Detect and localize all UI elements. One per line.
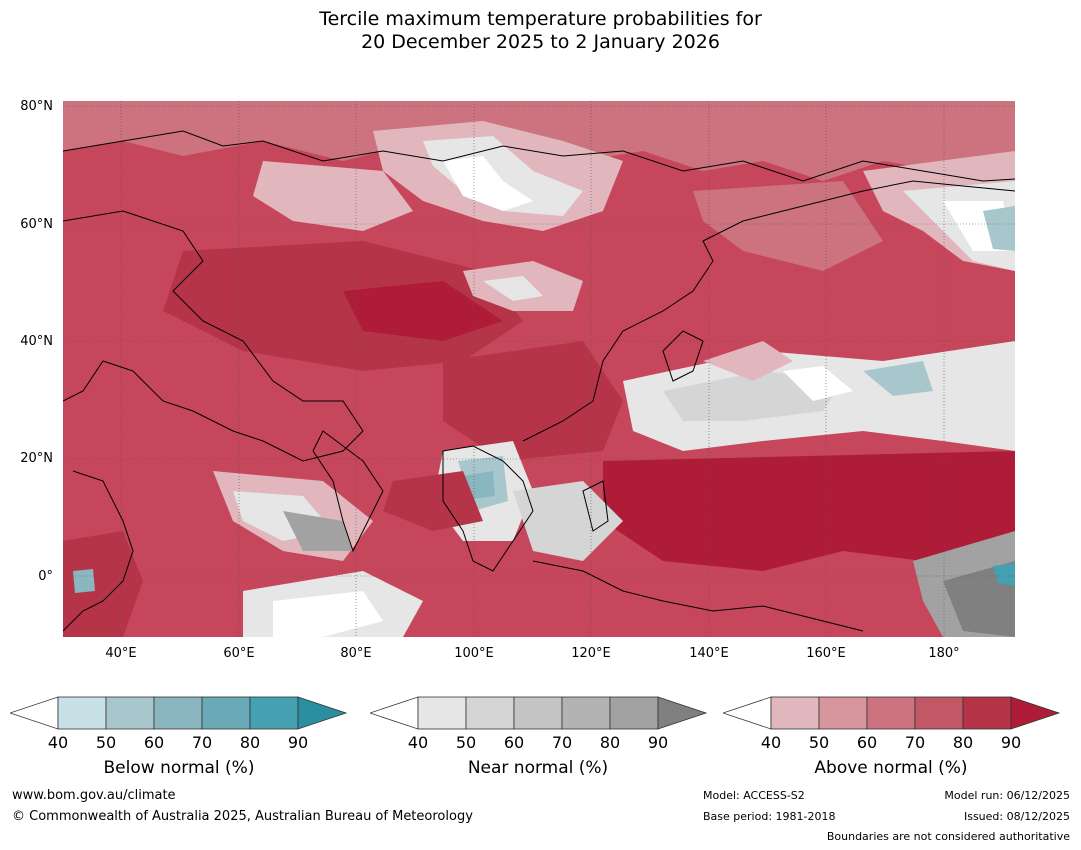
title-line-1: Tercile maximum temperature probabilitie… xyxy=(319,8,762,30)
cbar-below-tick: 90 xyxy=(287,733,309,752)
coastline-indochina xyxy=(442,445,534,572)
cbar-near-tick: 80 xyxy=(599,733,621,752)
region-africa-below xyxy=(73,569,95,593)
region-central-asia-core xyxy=(343,281,503,341)
cbar-above-seg-3 xyxy=(866,696,916,730)
cbar-above-seg-4 xyxy=(914,696,964,730)
cbar-below-seg-4 xyxy=(201,696,251,730)
colorbar-above-normal xyxy=(723,696,1061,730)
cbar-above-tick: 90 xyxy=(1000,733,1022,752)
cbar-near-tick: 50 xyxy=(455,733,477,752)
lon-label-160e: 160°E xyxy=(806,646,846,661)
cbar-above-title: Above normal (%) xyxy=(814,758,968,778)
cbar-above-tick: 70 xyxy=(904,733,926,752)
coastline-arctic xyxy=(63,130,1015,182)
region-south-china-sea xyxy=(513,481,623,561)
cbar-near-tick: 40 xyxy=(407,733,429,752)
cbar-below-seg-5 xyxy=(249,696,299,730)
copyright-text: © Commonwealth of Australia 2025, Austra… xyxy=(12,809,473,824)
colorbar-below-normal xyxy=(10,696,348,730)
cbar-below-tick: 40 xyxy=(47,733,69,752)
region-pacific-white xyxy=(783,366,853,401)
lon-label-100e: 100°E xyxy=(454,646,494,661)
cbar-below-tick: 60 xyxy=(143,733,165,752)
cbar-above-seg-6 xyxy=(1010,696,1061,730)
graticule xyxy=(63,101,1015,637)
coastline-west-asia xyxy=(63,210,364,462)
chart-title: Tercile maximum temperature probabilitie… xyxy=(0,8,1081,54)
cbar-near-seg-3 xyxy=(513,696,563,730)
model-run-text: Model run: 06/12/2025 xyxy=(944,789,1070,802)
cbar-near-seg-0 xyxy=(370,696,419,730)
cbar-near-seg-2 xyxy=(465,696,515,730)
lon-label-60e: 60°E xyxy=(223,646,255,661)
cbar-below-seg-3 xyxy=(153,696,203,730)
cbar-below-seg-6 xyxy=(297,696,348,730)
region-below-normal-ne xyxy=(983,206,1015,251)
cbar-below-tick: 70 xyxy=(191,733,213,752)
region-arabian-sea-grey xyxy=(283,511,353,551)
region-tropical-pacific xyxy=(603,451,1015,571)
base-period-text: Base period: 1981-2018 xyxy=(703,810,836,823)
cbar-below-tick: 80 xyxy=(239,733,261,752)
disclaimer-text: Boundaries are not considered authoritat… xyxy=(826,830,1070,843)
region-bay-of-bengal xyxy=(383,471,483,531)
lat-label-80n: 80°N xyxy=(20,99,53,114)
region-mongolia-near xyxy=(483,276,543,301)
region-indian-ocean-white xyxy=(273,591,383,637)
model-text: Model: ACCESS-S2 xyxy=(703,789,805,802)
cbar-near-tick: 60 xyxy=(503,733,525,752)
coastline-japan xyxy=(662,330,704,382)
region-white-siberia xyxy=(443,156,533,211)
probability-map xyxy=(63,101,1015,637)
lat-label-0: 0° xyxy=(38,569,53,584)
region-pacific-above-light xyxy=(703,341,793,381)
map-canvas xyxy=(63,101,1015,637)
region-far-east xyxy=(693,181,883,271)
colorbar-near-normal xyxy=(370,696,708,730)
coastline-india xyxy=(312,430,384,553)
region-sw-pacific-below xyxy=(993,563,1015,586)
cbar-above-seg-2 xyxy=(818,696,868,730)
lat-label-40n: 40°N xyxy=(20,334,53,349)
coastline-philippines xyxy=(582,480,609,532)
cbar-above-seg-1 xyxy=(770,696,820,730)
cbar-below-title: Below normal (%) xyxy=(103,758,255,778)
lon-label-120e: 120°E xyxy=(571,646,611,661)
cbar-below-seg-1 xyxy=(57,696,107,730)
cbar-below-tick: 50 xyxy=(95,733,117,752)
lon-label-140e: 140°E xyxy=(689,646,729,661)
lon-label-40e: 40°E xyxy=(105,646,137,661)
cbar-below-seg-0 xyxy=(10,696,59,730)
lat-label-60n: 60°N xyxy=(20,217,53,232)
title-line-2: 20 December 2025 to 2 January 2026 xyxy=(361,31,720,53)
coastline-maritime xyxy=(532,560,864,632)
region-west-siberia xyxy=(253,161,413,231)
cbar-near-seg-4 xyxy=(561,696,611,730)
lon-label-80e: 80°E xyxy=(340,646,372,661)
lon-label-180: 180° xyxy=(928,646,960,661)
website-link[interactable]: www.bom.gov.au/climate xyxy=(12,788,176,803)
region-china xyxy=(443,341,623,461)
cbar-near-seg-6 xyxy=(657,696,708,730)
cbar-above-tick: 80 xyxy=(952,733,974,752)
cbar-below-seg-2 xyxy=(105,696,155,730)
region-sw-pacific-grey xyxy=(943,561,1015,637)
region-pacific-below xyxy=(863,361,933,396)
lat-label-20n: 20°N xyxy=(20,451,53,466)
cbar-near-title: Near normal (%) xyxy=(467,758,609,778)
issued-text: Issued: 08/12/2025 xyxy=(963,810,1070,823)
cbar-above-seg-0 xyxy=(723,696,772,730)
cbar-above-tick: 50 xyxy=(808,733,830,752)
cbar-above-seg-5 xyxy=(962,696,1012,730)
coastline-east-asia xyxy=(522,180,1015,442)
cbar-above-tick: 40 xyxy=(760,733,782,752)
cbar-above-tick: 60 xyxy=(856,733,878,752)
coastline-africa xyxy=(63,470,134,632)
cbar-near-tick: 90 xyxy=(647,733,669,752)
cbar-near-tick: 70 xyxy=(551,733,573,752)
cbar-near-seg-5 xyxy=(609,696,659,730)
cbar-near-seg-1 xyxy=(417,696,467,730)
